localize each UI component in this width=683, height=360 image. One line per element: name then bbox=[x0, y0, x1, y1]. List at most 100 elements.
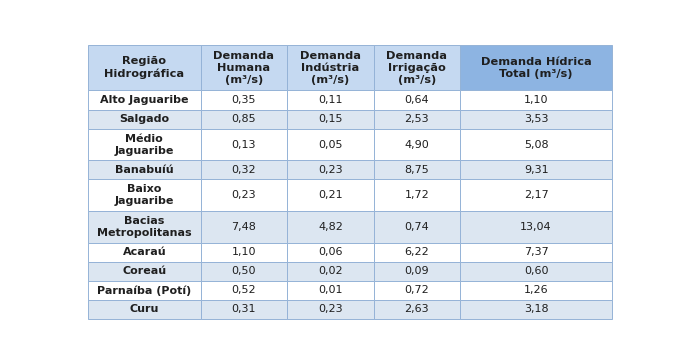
Bar bbox=[201, 109, 287, 129]
Text: 0,85: 0,85 bbox=[232, 114, 256, 124]
Text: Região
Hidrográfica: Região Hidrográfica bbox=[104, 56, 184, 79]
Text: 6,22: 6,22 bbox=[404, 247, 429, 257]
Text: 9,31: 9,31 bbox=[524, 165, 548, 175]
Bar bbox=[88, 109, 201, 129]
Bar bbox=[374, 179, 460, 211]
Bar bbox=[88, 129, 201, 160]
Bar bbox=[374, 262, 460, 281]
Text: 1,10: 1,10 bbox=[232, 247, 256, 257]
Text: 5,08: 5,08 bbox=[524, 140, 548, 149]
Text: Demanda
Irrigação
(m³/s): Demanda Irrigação (m³/s) bbox=[387, 50, 447, 85]
Text: Demanda
Indústria
(m³/s): Demanda Indústria (m³/s) bbox=[300, 50, 361, 85]
Bar bbox=[287, 129, 374, 160]
Bar bbox=[88, 45, 201, 90]
Text: 0,09: 0,09 bbox=[404, 266, 429, 276]
Text: 1,26: 1,26 bbox=[524, 285, 548, 295]
Bar bbox=[374, 211, 460, 243]
Text: Baixo
Jaguaribe: Baixo Jaguaribe bbox=[115, 184, 174, 206]
Text: Demanda Hídrica
Total (m³/s): Demanda Hídrica Total (m³/s) bbox=[481, 57, 591, 78]
Text: 0,23: 0,23 bbox=[318, 305, 343, 314]
Bar bbox=[201, 300, 287, 319]
Bar bbox=[287, 243, 374, 262]
Text: 0,31: 0,31 bbox=[232, 305, 256, 314]
Bar bbox=[88, 179, 201, 211]
Bar bbox=[460, 160, 612, 179]
Bar bbox=[287, 179, 374, 211]
Text: 0,02: 0,02 bbox=[318, 266, 343, 276]
Bar bbox=[374, 160, 460, 179]
Bar bbox=[287, 300, 374, 319]
Bar bbox=[460, 129, 612, 160]
Text: Acaraú: Acaraú bbox=[122, 247, 166, 257]
Bar bbox=[460, 90, 612, 109]
Text: Bacias
Metropolitanas: Bacias Metropolitanas bbox=[97, 216, 192, 238]
Bar bbox=[88, 281, 201, 300]
Bar bbox=[287, 109, 374, 129]
Bar bbox=[201, 281, 287, 300]
Bar bbox=[201, 90, 287, 109]
Text: 0,23: 0,23 bbox=[318, 165, 343, 175]
Text: 2,53: 2,53 bbox=[404, 114, 429, 124]
Bar bbox=[460, 211, 612, 243]
Text: 2,17: 2,17 bbox=[524, 190, 548, 200]
Bar bbox=[374, 243, 460, 262]
Text: 0,11: 0,11 bbox=[318, 95, 343, 105]
Bar bbox=[201, 262, 287, 281]
Bar bbox=[201, 160, 287, 179]
Text: 7,37: 7,37 bbox=[524, 247, 548, 257]
Text: 0,05: 0,05 bbox=[318, 140, 343, 149]
Bar bbox=[374, 300, 460, 319]
Text: 1,10: 1,10 bbox=[524, 95, 548, 105]
Text: 13,04: 13,04 bbox=[520, 222, 552, 232]
Text: 0,23: 0,23 bbox=[232, 190, 256, 200]
Bar bbox=[287, 281, 374, 300]
Bar bbox=[374, 109, 460, 129]
Text: Demanda
Humana
(m³/s): Demanda Humana (m³/s) bbox=[213, 50, 275, 85]
Bar bbox=[88, 300, 201, 319]
Text: 0,60: 0,60 bbox=[524, 266, 548, 276]
Text: 0,32: 0,32 bbox=[232, 165, 256, 175]
Bar bbox=[287, 90, 374, 109]
Bar bbox=[460, 300, 612, 319]
Text: 0,64: 0,64 bbox=[404, 95, 429, 105]
Text: 0,06: 0,06 bbox=[318, 247, 343, 257]
Bar bbox=[201, 179, 287, 211]
Bar bbox=[460, 179, 612, 211]
Text: Salgado: Salgado bbox=[120, 114, 169, 124]
Bar bbox=[374, 45, 460, 90]
Text: 4,82: 4,82 bbox=[318, 222, 343, 232]
Bar bbox=[287, 45, 374, 90]
Bar bbox=[374, 90, 460, 109]
Bar bbox=[460, 281, 612, 300]
Text: 7,48: 7,48 bbox=[232, 222, 256, 232]
Text: Parnaíba (Potí): Parnaíba (Potí) bbox=[97, 285, 191, 296]
Text: Curu: Curu bbox=[130, 305, 159, 314]
Text: 2,63: 2,63 bbox=[404, 305, 429, 314]
Text: 0,35: 0,35 bbox=[232, 95, 256, 105]
Bar bbox=[201, 45, 287, 90]
Text: Banabuíú: Banabuíú bbox=[115, 165, 173, 175]
Bar bbox=[460, 45, 612, 90]
Text: 3,53: 3,53 bbox=[524, 114, 548, 124]
Text: 3,18: 3,18 bbox=[524, 305, 548, 314]
Bar bbox=[88, 243, 201, 262]
Bar bbox=[88, 160, 201, 179]
Text: 0,15: 0,15 bbox=[318, 114, 343, 124]
Text: 0,21: 0,21 bbox=[318, 190, 343, 200]
Bar bbox=[374, 281, 460, 300]
Text: Médio
Jaguaribe: Médio Jaguaribe bbox=[115, 134, 174, 156]
Bar bbox=[287, 160, 374, 179]
Bar bbox=[374, 129, 460, 160]
Bar bbox=[460, 243, 612, 262]
Text: 0,01: 0,01 bbox=[318, 285, 343, 295]
Bar bbox=[88, 262, 201, 281]
Text: 0,72: 0,72 bbox=[404, 285, 429, 295]
Bar bbox=[460, 262, 612, 281]
Text: 0,13: 0,13 bbox=[232, 140, 256, 149]
Bar bbox=[201, 211, 287, 243]
Text: 8,75: 8,75 bbox=[404, 165, 429, 175]
Bar bbox=[201, 129, 287, 160]
Bar bbox=[201, 243, 287, 262]
Bar bbox=[287, 262, 374, 281]
Text: 0,74: 0,74 bbox=[404, 222, 429, 232]
